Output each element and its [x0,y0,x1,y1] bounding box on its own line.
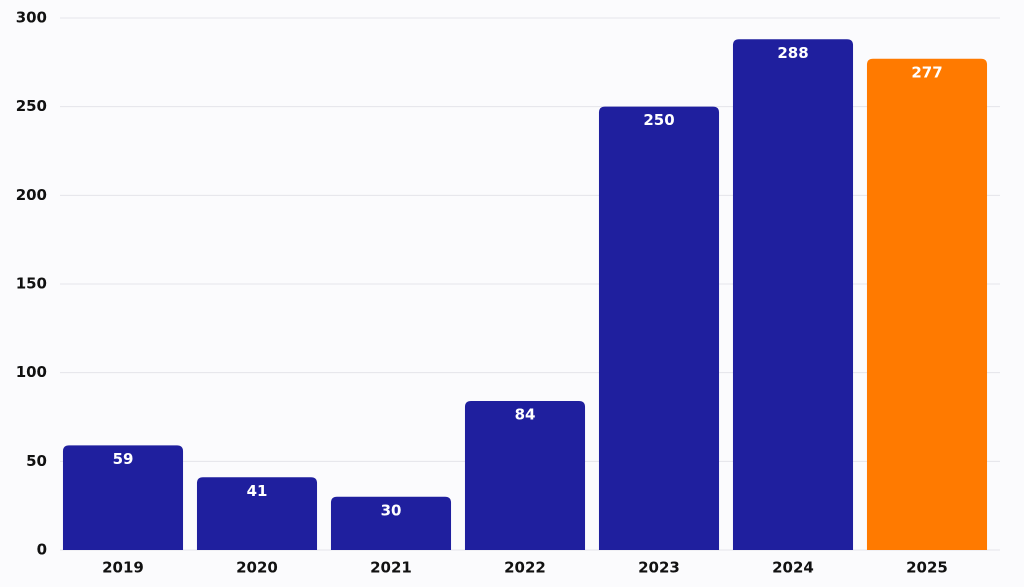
bar [330,496,452,550]
data-label: 277 [911,63,942,81]
y-tick-label: 300 [16,9,47,27]
x-tick-label: 2022 [504,559,546,577]
bar [598,106,720,551]
data-label: 84 [515,406,536,424]
data-label: 41 [247,482,268,500]
y-tick-label: 150 [16,275,47,293]
x-tick-label: 2025 [906,559,948,577]
y-tick-label: 100 [16,363,47,381]
data-label: 250 [643,111,674,129]
y-tick-label: 200 [16,186,47,204]
y-tick-label: 0 [37,541,47,559]
data-label: 59 [113,450,134,468]
x-tick-label: 2019 [102,559,144,577]
x-tick-label: 2021 [370,559,412,577]
y-tick-label: 50 [26,452,47,470]
y-tick-label: 250 [16,97,47,115]
bar [62,445,184,550]
data-label: 288 [777,44,808,62]
x-tick-label: 2020 [236,559,278,577]
bar [464,401,586,550]
x-tick-label: 2024 [772,559,814,577]
x-tick-label: 2023 [638,559,680,577]
data-label: 30 [381,501,402,519]
bar [196,477,318,550]
bar [732,39,854,550]
bar [866,58,988,550]
